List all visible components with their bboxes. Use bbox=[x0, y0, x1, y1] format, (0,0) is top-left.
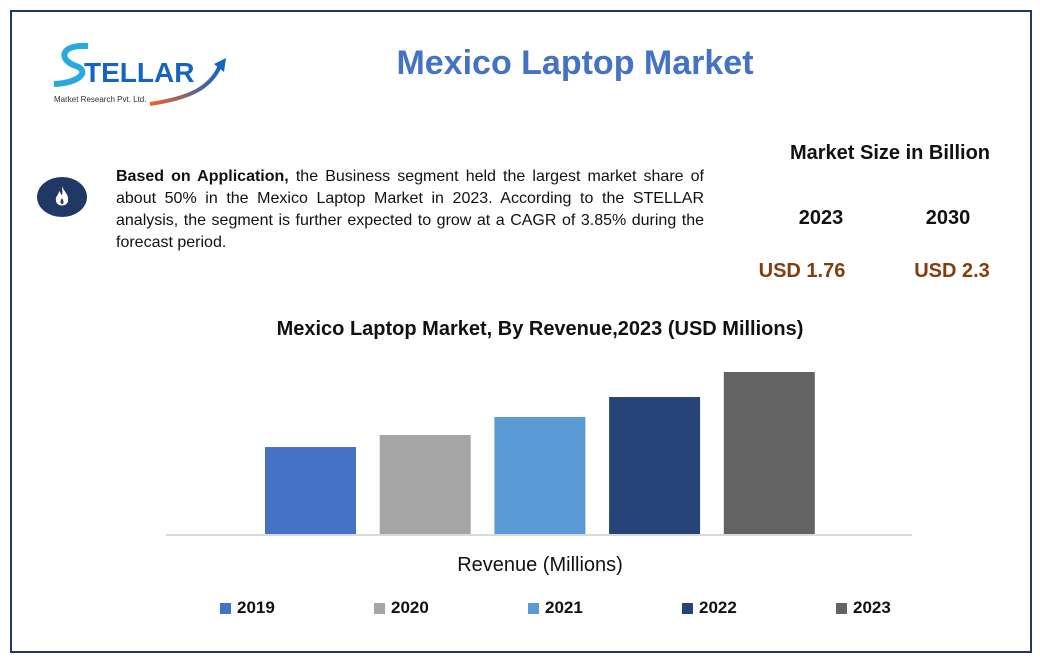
legend-item-2019: 2019 bbox=[220, 598, 275, 618]
summary-lead: Based on Application, bbox=[116, 168, 289, 185]
legend-item-2023: 2023 bbox=[836, 598, 891, 618]
legend-swatch bbox=[528, 602, 539, 614]
legend-item-2022: 2022 bbox=[682, 598, 737, 618]
legend-label: 2022 bbox=[699, 598, 737, 617]
legend-label: 2019 bbox=[237, 598, 275, 617]
legend-label: 2023 bbox=[853, 598, 891, 617]
summary-text: Based on Application, the Business segme… bbox=[116, 166, 704, 254]
legend-label: 2021 bbox=[545, 598, 583, 617]
flame-icon bbox=[37, 177, 87, 217]
bar-2019 bbox=[265, 447, 356, 534]
summary-body: the Business segment held the largest ma… bbox=[116, 168, 705, 251]
chart-title: Mexico Laptop Market, By Revenue,2023 (U… bbox=[276, 318, 804, 340]
legend-item-2021: 2021 bbox=[528, 598, 583, 618]
legend-swatch bbox=[836, 602, 847, 614]
legend: 2019 2020 2021 2022 2023 bbox=[200, 598, 920, 622]
bar-2021 bbox=[494, 417, 586, 534]
year-2030-label: 2030 bbox=[925, 207, 971, 229]
page-title: Mexico Laptop Market bbox=[396, 44, 754, 82]
year-2023-label: 2023 bbox=[798, 207, 844, 229]
x-axis-label: Revenue (Millions) bbox=[457, 554, 623, 576]
legend-swatch bbox=[220, 602, 231, 614]
svg-text:TELLAR: TELLAR bbox=[84, 57, 194, 88]
legend-item-2020: 2020 bbox=[374, 598, 429, 618]
stellar-logo: TELLAR Market Research Pvt. Ltd. bbox=[53, 42, 226, 106]
value-2023: USD 1.76 bbox=[758, 260, 846, 282]
svg-text:Market Research Pvt. Ltd.: Market Research Pvt. Ltd. bbox=[54, 95, 146, 104]
bar-2020 bbox=[379, 434, 471, 534]
bar-2022 bbox=[609, 397, 701, 534]
infographic-frame bbox=[10, 10, 1032, 653]
value-2030: USD 2.3 bbox=[914, 260, 990, 282]
legend-label: 2020 bbox=[391, 598, 429, 617]
market-size-heading: Market Size in Billion bbox=[789, 142, 991, 164]
legend-swatch bbox=[682, 602, 693, 614]
legend-swatch bbox=[374, 602, 385, 614]
bar-2023 bbox=[723, 372, 815, 534]
